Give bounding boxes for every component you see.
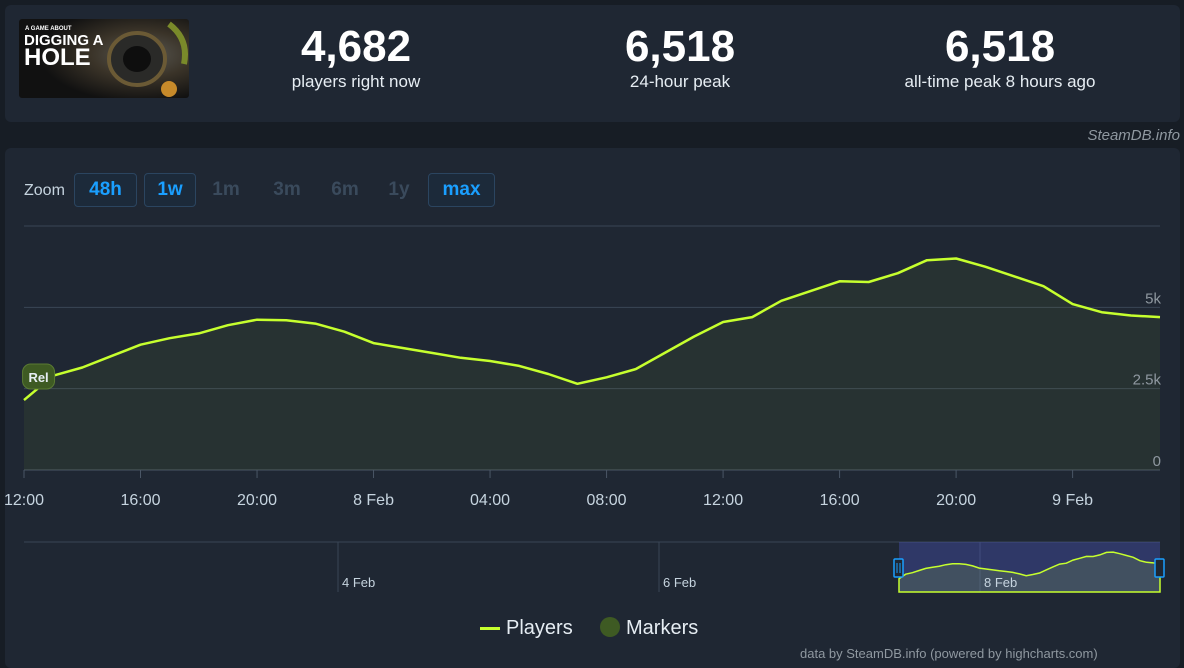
zoom-1y-button[interactable]: 1y	[388, 179, 410, 200]
y-tick-label: 5k	[1145, 290, 1161, 307]
zoom-48h-button[interactable]: 48h	[74, 173, 137, 207]
legend-markers[interactable]: Markers	[600, 617, 698, 640]
stat-label: players right now	[291, 72, 421, 91]
navigator-label-4feb: 4 Feb	[342, 575, 375, 590]
logo-small-text: A GAME ABOUT	[25, 26, 72, 32]
x-tick-label: 16:00	[120, 492, 160, 509]
chart-grid	[24, 225, 1160, 471]
zoom-label: Zoom	[24, 182, 65, 199]
zoom-max-button[interactable]: max	[428, 173, 495, 207]
x-tick-label: 12:00	[4, 492, 44, 509]
logo-title-line2: HOLE	[24, 44, 91, 71]
legend-line-icon	[480, 627, 500, 631]
navigator-left-handle[interactable]	[893, 558, 904, 578]
zoom-3m-button[interactable]: 3m	[273, 179, 301, 200]
x-tick-label: 08:00	[587, 492, 627, 509]
x-tick-label: 8 Feb	[353, 492, 394, 509]
stats-header	[5, 5, 1180, 122]
stat-value: 6,518	[944, 22, 1056, 71]
navigator[interactable]: 4 Feb 6 Feb 8 Feb	[0, 536, 1184, 606]
navigator-label-6feb: 6 Feb	[663, 575, 696, 590]
stat-label: all-time peak 8 hours ago	[904, 72, 1096, 91]
stat-all-time-peak: 6,518 all-time peak 8 hours ago	[880, 24, 1120, 92]
navigator-right-handle[interactable]	[1154, 558, 1165, 578]
stat-value: 6,518	[624, 22, 736, 71]
x-tick-label: 16:00	[820, 492, 860, 509]
chart-credit[interactable]: data by SteamDB.info (powered by highcha…	[800, 646, 1098, 661]
game-logo[interactable]: A GAME ABOUT DIGGING A HOLE	[19, 19, 189, 98]
zoom-1w-button[interactable]: 1w	[144, 173, 196, 207]
marker-label: Rel	[28, 370, 48, 385]
x-tick-label: 20:00	[237, 492, 277, 509]
legend-players[interactable]: Players	[480, 617, 573, 640]
release-marker[interactable]: Rel	[22, 363, 56, 390]
y-axis: 0 2.5k 5k	[1133, 290, 1162, 470]
markers-layer: Rel	[22, 363, 56, 390]
stat-value: 4,682	[300, 22, 412, 71]
navigator-series	[898, 551, 1161, 593]
navigator-label-8feb: 8 Feb	[984, 575, 1017, 590]
players-area	[24, 258, 1160, 470]
x-tick-label: 12:00	[703, 492, 743, 509]
y-tick-label: 0	[1153, 453, 1161, 470]
legend-label: Markers	[626, 617, 699, 639]
y-tick-label: 2.5k	[1133, 372, 1162, 389]
zoom-1m-button[interactable]: 1m	[212, 179, 240, 200]
navigator-selection[interactable]	[899, 542, 1160, 592]
stat-24h-peak: 6,518 24-hour peak	[594, 24, 766, 92]
x-axis: 12:00 16:00 20:00 8 Feb 04:00 08:00 12:00 16:00…	[4, 470, 1093, 509]
stat-players-now: 4,682 players right now	[270, 24, 442, 92]
x-tick-label: 20:00	[936, 492, 976, 509]
legend-dot-icon	[600, 617, 620, 637]
steamdb-credit[interactable]: SteamDB.info	[1087, 127, 1180, 144]
legend-label: Players	[506, 617, 573, 639]
chart-panel	[5, 148, 1180, 668]
players-line	[23, 257, 1161, 402]
zoom-6m-button[interactable]: 6m	[331, 179, 359, 200]
logo-title-line1: DIGGING A	[24, 32, 104, 49]
x-tick-label: 9 Feb	[1052, 492, 1093, 509]
x-tick-label: 04:00	[470, 492, 510, 509]
stat-label: 24-hour peak	[629, 72, 731, 91]
